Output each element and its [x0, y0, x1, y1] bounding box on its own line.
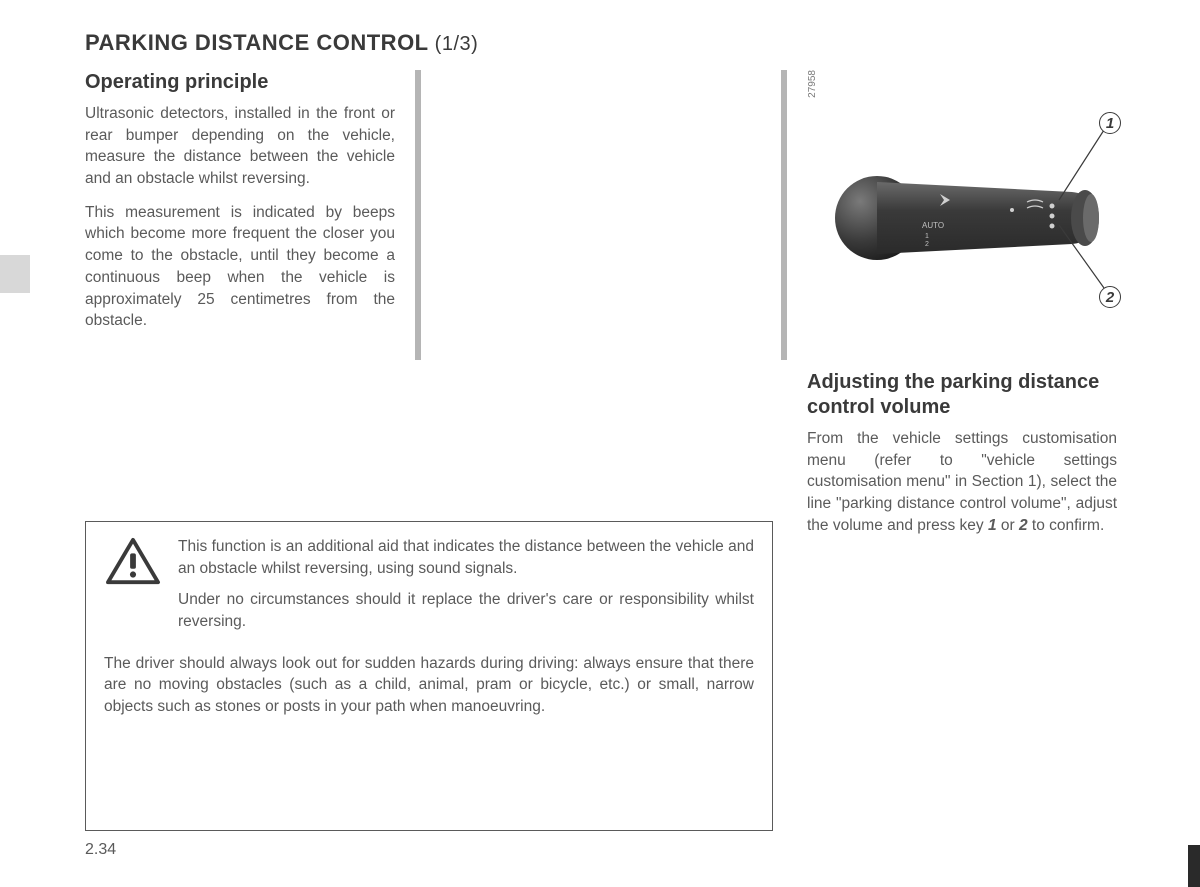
svg-text:2: 2 [925, 241, 929, 248]
info-p3: The driver should always look out for su… [104, 653, 754, 718]
operating-principle-p1: Ultrasonic detectors, installed in the f… [85, 103, 395, 190]
callout-line-1 [1049, 120, 1109, 210]
callout-1: 1 [1099, 112, 1121, 134]
page-title: PARKING DISTANCE CONTROL (1/3) [85, 30, 1150, 56]
adjust-volume-heading: Adjusting the parking distance control v… [807, 370, 1117, 420]
title-main: PARKING DISTANCE CONTROL [85, 30, 429, 55]
adjust-volume-body: From the vehicle settings customisation … [807, 428, 1117, 536]
stalk-figure: 27958 [807, 70, 1117, 360]
callout-2: 2 [1099, 286, 1121, 308]
content-columns: Operating principle Ultrasonic detectors… [85, 70, 1150, 360]
info-p1: This function is an additional aid that … [178, 536, 754, 579]
column-1: Operating principle Ultrasonic detectors… [85, 70, 415, 360]
corner-mark [1188, 845, 1200, 887]
key-ref-1: 1 [988, 517, 997, 534]
adjust-body-post: to confirm. [1028, 517, 1105, 534]
info-p2: Under no circumstances should it replace… [178, 589, 754, 632]
operating-principle-p2: This measurement is indicated by beeps w… [85, 202, 395, 332]
adjust-body-mid: or [997, 517, 1019, 534]
warning-info-box: This function is an additional aid that … [85, 521, 773, 831]
column-2 [421, 70, 781, 360]
svg-text:AUTO: AUTO [922, 221, 944, 230]
warning-triangle-icon [104, 536, 162, 588]
manual-page: PARKING DISTANCE CONTROL (1/3) Operating… [0, 0, 1200, 887]
figure-code: 27958 [807, 70, 818, 98]
column-3: 27958 [787, 70, 1117, 360]
callout-line-2 [1049, 220, 1109, 300]
operating-principle-heading: Operating principle [85, 70, 395, 95]
column-3-text: Adjusting the parking distance control v… [807, 370, 1117, 548]
svg-text:1: 1 [925, 233, 929, 240]
title-suffix: (1/3) [429, 33, 479, 55]
key-ref-2: 2 [1019, 517, 1028, 534]
page-number: 2.34 [85, 841, 116, 859]
